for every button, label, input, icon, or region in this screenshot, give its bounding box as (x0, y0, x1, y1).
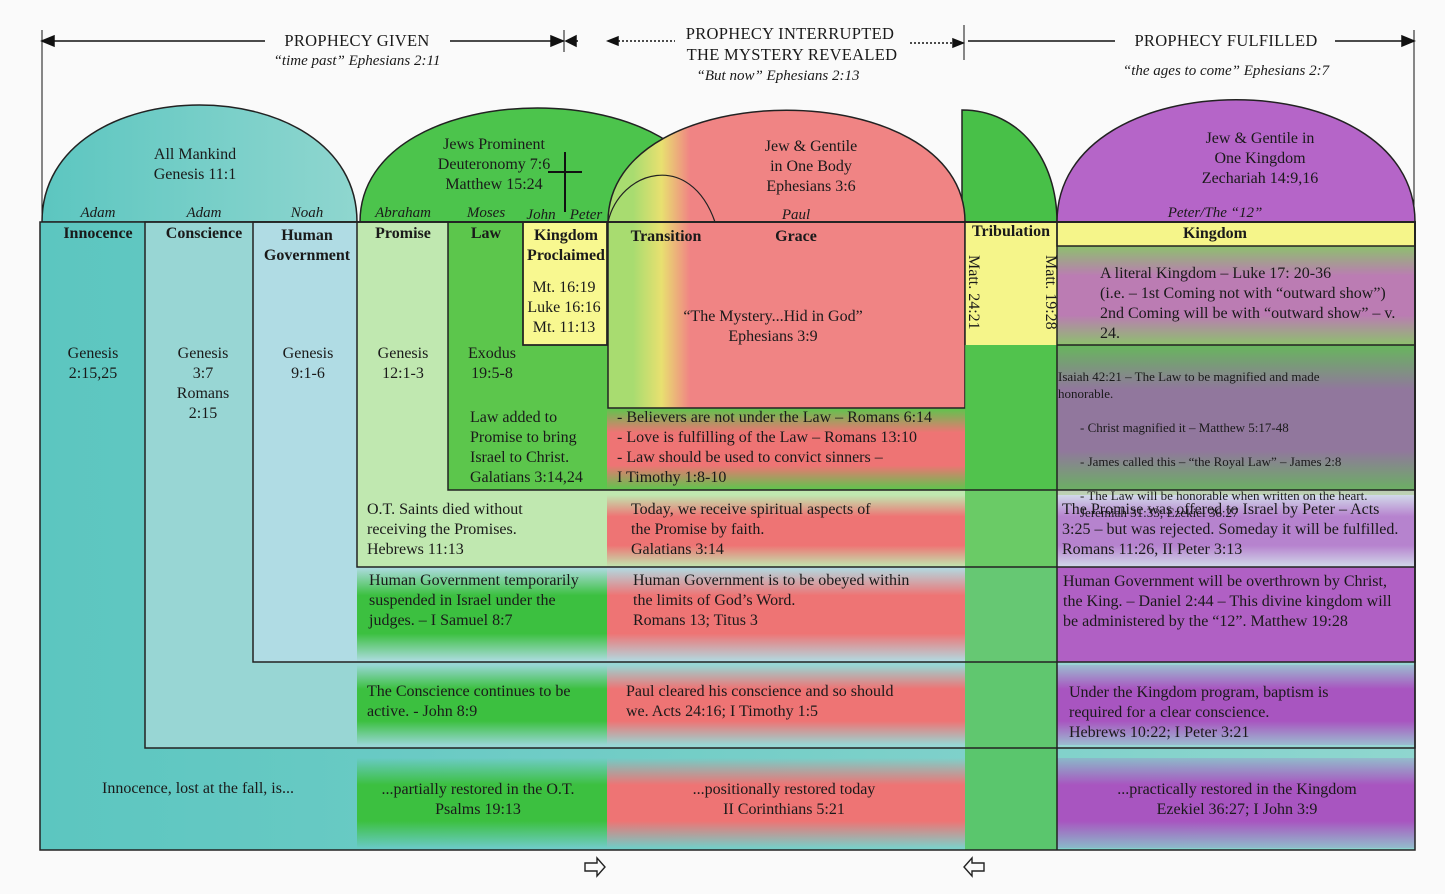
law-future-intro: Isaiah 42:21 – The Law to be magnified a… (1058, 369, 1320, 401)
conscience-old: The Conscience continues to be active. -… (367, 683, 571, 720)
dome-label: Jew & Gentile in One Kingdom Zechariah 1… (1201, 130, 1319, 187)
person: Adam (186, 205, 222, 221)
dispensation: Conscience (165, 225, 243, 242)
section-subtitle: “But now” Ephesians 2:13 (696, 68, 860, 84)
innocence-lead: Innocence, lost at the fall, is... (102, 780, 294, 797)
dispensation: Transition (630, 228, 702, 245)
law-now: - Believers are not under the Law – Roma… (617, 409, 933, 486)
innocence-old: ...partially restored in the O.T. Psalms… (381, 781, 575, 818)
conscience-future: Under the Kingdom program, baptism is re… (1069, 684, 1329, 741)
government-old: Human Government temporarily suspended i… (369, 572, 579, 629)
law-future-item: - Christ magnified it – Matthew 5:17-48 (1080, 420, 1289, 435)
reference: Matt. 24:21 (965, 255, 982, 330)
person: Peter (569, 207, 603, 223)
section-title: THE MYSTERY REVEALED (686, 45, 898, 64)
promise-now: Today, we receive spiritual aspects of t… (631, 501, 871, 558)
section-title: PROPHECY FULFILLED (1134, 31, 1318, 50)
reference: Mt. 16:19 Luke 16:16 Mt. 11:13 (527, 279, 601, 336)
government-now: Human Government is to be obeyed within … (633, 572, 910, 629)
section-title: PROPHECY GIVEN (284, 31, 430, 50)
person: Paul (781, 207, 811, 223)
law-old: Law added to Promise to bring Israel to … (470, 409, 583, 486)
reference: Genesis 9:1-6 (282, 345, 334, 382)
reference: Exodus 19:5-8 (468, 345, 516, 382)
innocence-now: ...positionally restored today II Corint… (692, 781, 876, 818)
reference: Matt. 19:28 (1042, 255, 1059, 330)
reference: Genesis 3:7 Romans 2:15 (176, 345, 230, 422)
section-title: PROPHECY INTERRUPTED (685, 24, 895, 43)
dispensation: Kingdom Proclaimed (527, 227, 605, 264)
reference: Genesis 2:15,25 (67, 345, 119, 382)
dispensation: Law (470, 225, 502, 242)
person: Peter/The “12” (1167, 205, 1263, 221)
dispensation: Tribulation (972, 223, 1050, 240)
dispensation: Grace (775, 228, 817, 245)
law-future-item: - The Law will be honorable when written… (1080, 488, 1368, 520)
person: Noah (290, 205, 324, 221)
person: Abraham (375, 205, 431, 221)
promise-old: O.T. Saints died without receiving the P… (367, 501, 523, 558)
law-future-list: - Christ magnified it – Matthew 5:17-48 … (1080, 402, 1410, 538)
government-future: Human Government will be overthrown by C… (1063, 573, 1392, 630)
person: John (526, 207, 556, 223)
dome-label: Jew & Gentile in One Body Ephesians 3:6 (764, 138, 858, 195)
person: Adam (80, 205, 116, 221)
dispensation: Kingdom (1182, 225, 1247, 242)
section-subtitle: “time past” Ephesians 2:11 (273, 53, 441, 69)
innocence-future: ...practically restored in the Kingdom E… (1117, 781, 1357, 818)
reference: A literal Kingdom – Luke 17: 20-36 (i.e.… (1100, 265, 1396, 342)
dome-label: Jews Prominent Deuteronomy 7:6 Matthew 1… (437, 136, 551, 193)
conscience-now: Paul cleared his conscience and so shoul… (626, 683, 894, 720)
person: Moses (466, 205, 506, 221)
dome-label: All Mankind Genesis 11:1 (153, 146, 237, 183)
reference: “The Mystery...Hid in God” Ephesians 3:9 (683, 308, 863, 345)
dispensation: Innocence (63, 225, 133, 242)
reference: Genesis 12:1-3 (377, 345, 429, 382)
law-future-item: - James called this – “the Royal Law” – … (1080, 454, 1342, 469)
dispensation: Human Government (263, 227, 351, 264)
promise-future: The Promise was offered to Israel by Pet… (1062, 501, 1399, 558)
section-subtitle: “the ages to come” Ephesians 2:7 (1122, 63, 1330, 79)
dispensation: Promise (375, 225, 431, 242)
